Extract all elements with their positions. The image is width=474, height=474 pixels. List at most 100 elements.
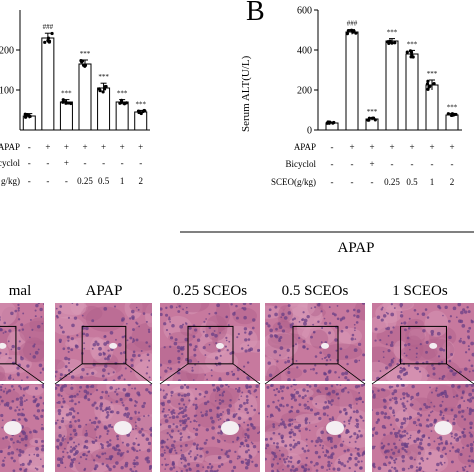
treatment-mark: - — [46, 176, 49, 186]
nucleus — [359, 415, 362, 418]
nucleus — [415, 466, 418, 469]
nucleus — [61, 436, 65, 440]
nucleus — [462, 308, 466, 312]
nucleus — [7, 376, 12, 380]
nucleus — [355, 397, 359, 401]
nucleus — [265, 437, 268, 441]
nucleus — [461, 466, 464, 469]
nucleus — [284, 361, 287, 364]
nucleus — [160, 363, 163, 367]
nucleus — [84, 440, 87, 443]
data-point — [432, 82, 436, 86]
nucleus — [235, 316, 239, 320]
nucleus — [4, 387, 7, 390]
tissue-top — [372, 303, 474, 381]
tissue-texture — [209, 388, 233, 409]
nucleus — [320, 430, 324, 435]
nucleus — [307, 468, 311, 471]
nucleus — [161, 463, 164, 466]
nucleus — [432, 372, 436, 376]
nucleus — [182, 323, 185, 326]
vessel — [429, 342, 438, 349]
nucleus — [194, 328, 198, 332]
nucleus — [126, 339, 129, 342]
data-point — [393, 41, 397, 45]
nucleus — [433, 418, 438, 423]
group-label: APAP — [338, 240, 375, 256]
column-label: 0.5 SCEOs — [282, 283, 349, 299]
nucleus — [135, 461, 139, 466]
nucleus — [407, 342, 411, 346]
nucleus — [70, 458, 73, 461]
nucleus — [413, 308, 417, 312]
nucleus — [358, 359, 361, 362]
nucleus — [430, 329, 435, 334]
nucleus — [101, 374, 105, 378]
nucleus — [126, 415, 130, 419]
nucleus — [302, 466, 305, 469]
tissue-texture — [0, 372, 7, 381]
nucleus — [217, 439, 221, 444]
nucleus — [281, 312, 285, 317]
bar — [59, 101, 73, 131]
nucleus — [294, 418, 297, 421]
nucleus — [101, 390, 104, 394]
nucleus — [204, 469, 209, 472]
nucleus — [103, 342, 107, 346]
nucleus — [24, 400, 26, 402]
nucleus — [18, 408, 21, 412]
nucleus — [361, 454, 364, 457]
nucleus — [409, 416, 412, 419]
tissue-texture — [419, 338, 455, 362]
nucleus — [239, 445, 242, 448]
nucleus — [341, 316, 346, 320]
nucleus — [116, 410, 120, 415]
column-label: mal — [9, 283, 32, 299]
nucleus — [292, 432, 297, 437]
nucleus — [59, 388, 64, 392]
nucleus — [193, 427, 195, 430]
nucleus — [467, 348, 471, 351]
nucleus — [401, 447, 405, 451]
nucleus — [226, 454, 230, 459]
nucleus — [277, 322, 281, 326]
nucleus — [61, 438, 65, 442]
nucleus — [202, 330, 205, 333]
nucleus — [285, 457, 288, 460]
nucleus — [205, 318, 207, 320]
nucleus — [322, 444, 325, 447]
nucleus — [205, 428, 209, 432]
nucleus — [55, 421, 58, 425]
nucleus — [468, 359, 471, 362]
nucleus — [123, 378, 126, 381]
nucleus — [285, 403, 289, 407]
nucleus — [205, 438, 208, 442]
nucleus — [327, 463, 331, 468]
nucleus — [425, 360, 429, 364]
nucleus — [405, 354, 408, 357]
tissue-texture — [18, 446, 44, 471]
nucleus — [348, 435, 352, 439]
nucleus — [55, 375, 57, 378]
nucleus — [216, 406, 220, 410]
nucleus — [354, 327, 356, 329]
nucleus — [449, 450, 452, 452]
nucleus — [71, 323, 75, 328]
nucleus — [330, 399, 334, 403]
nucleus — [403, 429, 407, 433]
nucleus — [455, 394, 459, 398]
nucleus — [100, 403, 103, 406]
nucleus — [348, 466, 351, 470]
nucleus — [26, 364, 30, 368]
nucleus — [310, 439, 314, 443]
nucleus — [406, 393, 410, 398]
nucleus — [25, 398, 28, 401]
nucleus — [249, 303, 252, 305]
tissue-texture — [272, 320, 293, 335]
nucleus — [209, 416, 214, 420]
nucleus — [78, 390, 81, 393]
nucleus — [291, 410, 294, 413]
nucleus — [287, 370, 291, 375]
nucleus — [21, 328, 25, 331]
nucleus — [328, 417, 332, 421]
